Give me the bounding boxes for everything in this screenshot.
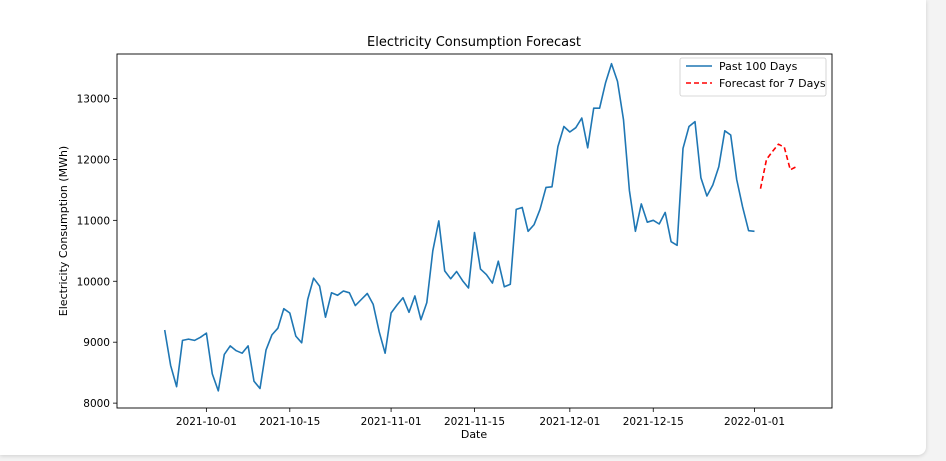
- y-tick-label: 12000: [77, 154, 110, 166]
- y-axis: 8000 9000 10000 11000 12000 13000: [77, 93, 117, 410]
- x-axis-label: Date: [461, 428, 488, 441]
- x-tick-label: 2021-11-15: [444, 416, 505, 428]
- y-tick-label: 13000: [77, 93, 110, 105]
- line-chart: Electricity Consumption Forecast 2021-10…: [57, 35, 833, 441]
- x-tick-label: 2021-12-01: [539, 416, 600, 428]
- x-tick-label: 2022-01-01: [724, 416, 785, 428]
- y-tick-label: 11000: [77, 215, 110, 227]
- legend-label-past: Past 100 Days: [719, 60, 798, 73]
- y-axis-label: Electricity Consumption (MWh): [57, 146, 70, 316]
- series-lines: [163, 62, 797, 392]
- plot-area: [116, 53, 833, 409]
- x-tick-label: 2021-10-01: [176, 416, 237, 428]
- legend: Past 100 Days Forecast for 7 Days: [679, 57, 827, 97]
- legend-label-forecast: Forecast for 7 Days: [719, 77, 826, 90]
- past-100-days-line: [163, 62, 755, 392]
- output-card: Electricity Consumption Forecast 2021-10…: [0, 0, 926, 455]
- x-axis: 2021-10-01 2021-10-15 2021-11-01 2021-11-15…: [176, 408, 785, 428]
- forecast-7-days-line: [759, 143, 797, 189]
- y-tick-label: 10000: [77, 276, 110, 288]
- x-tick-label: 2021-11-01: [361, 416, 422, 428]
- legend-box: [679, 57, 827, 97]
- y-tick-label: 9000: [83, 337, 110, 349]
- y-tick-label: 8000: [83, 398, 110, 410]
- x-tick-label: 2021-10-15: [259, 416, 320, 428]
- x-tick-label: 2021-12-15: [623, 416, 684, 428]
- chart-title: Electricity Consumption Forecast: [367, 35, 581, 50]
